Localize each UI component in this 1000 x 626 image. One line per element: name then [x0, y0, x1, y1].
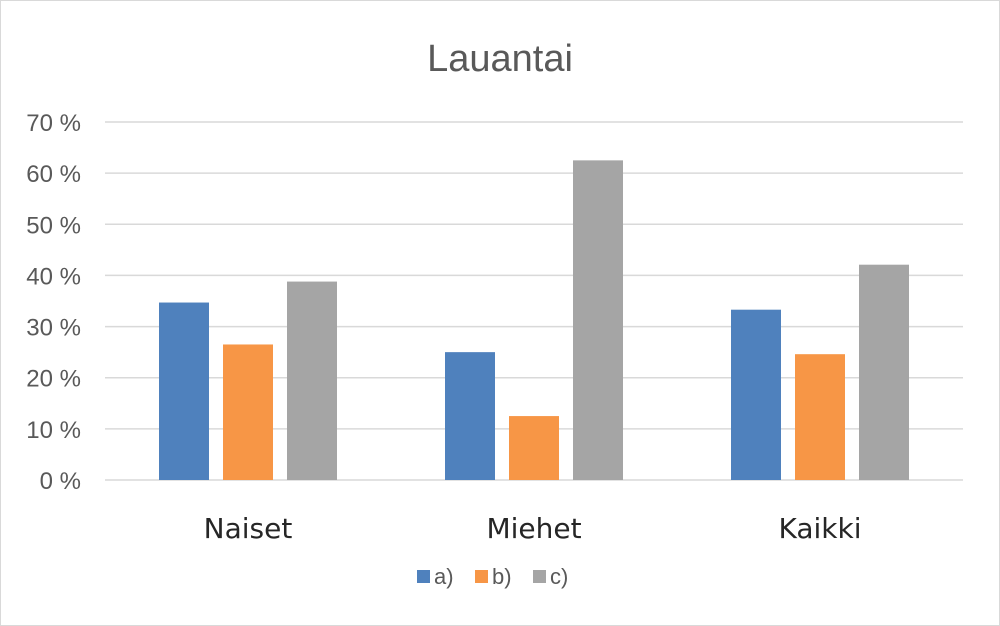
- category-label: Miehet: [486, 512, 581, 545]
- category-label: Kaikki: [778, 512, 861, 545]
- legend-swatch: [533, 570, 546, 583]
- bar-naiset-b: [223, 344, 273, 480]
- bar-naiset-a: [159, 302, 209, 480]
- y-tick-label: 10 %: [26, 417, 81, 444]
- y-tick-label: 50 %: [26, 212, 81, 239]
- bar-naiset-c: [287, 281, 337, 480]
- bar-miehet-c: [573, 160, 623, 480]
- y-tick-label: 30 %: [26, 315, 81, 342]
- bar-miehet-b: [509, 416, 559, 480]
- y-tick-label: 40 %: [26, 263, 81, 290]
- legend-swatch: [417, 570, 430, 583]
- legend-label: a): [434, 564, 454, 589]
- y-tick-label: 0 %: [40, 468, 81, 495]
- bar-kaikki-c: [859, 264, 909, 480]
- bars: [159, 160, 909, 480]
- y-tick-label: 70 %: [26, 110, 81, 137]
- legend-label: c): [550, 564, 568, 589]
- y-tick-label: 20 %: [26, 366, 81, 393]
- bar-miehet-a: [445, 352, 495, 480]
- bar-kaikki-a: [731, 309, 781, 480]
- category-label: Naiset: [204, 512, 293, 545]
- legend-label: b): [492, 564, 512, 589]
- y-axis-ticks: 0 % 10 % 20 % 30 % 40 % 50 % 60 % 70 %: [26, 110, 81, 495]
- bar-kaikki-b: [795, 354, 845, 480]
- category-labels: Naiset Miehet Kaikki: [204, 512, 862, 545]
- chart-title: Lauantai: [427, 38, 573, 80]
- y-tick-label: 60 %: [26, 161, 81, 188]
- legend-swatch: [475, 570, 488, 583]
- legend: a) b) c): [417, 564, 568, 589]
